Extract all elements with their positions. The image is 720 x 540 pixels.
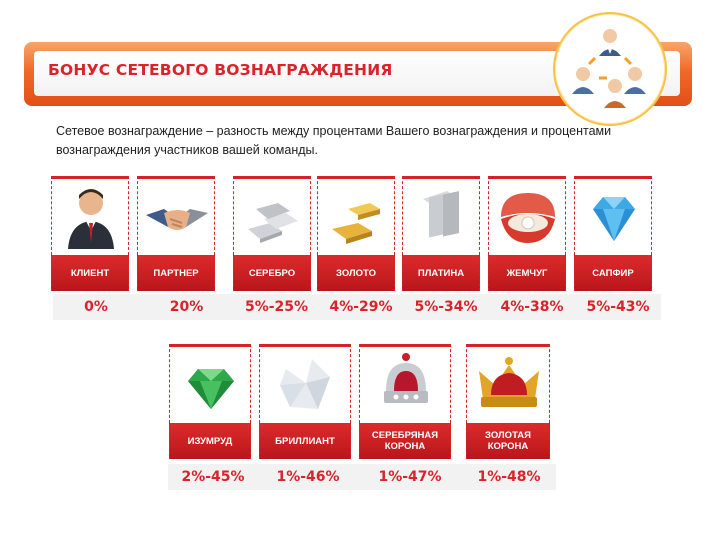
rank-card-sapphire: САПФИР [574,176,652,291]
percent-cell: 5%-43% [575,294,663,320]
page-title: БОНУС СЕТЕВОГО ВОЗНАГРАЖДЕНИЯ [48,61,393,79]
rank-label: ПАРТНЕР [137,255,215,291]
percent-cell: 4%-38% [489,294,577,320]
rank-card-silver-crown: СЕРЕБРЯНАЯ КОРОНА [359,344,451,459]
gold-crown-icon [466,344,550,423]
rank-label: САПФИР [574,255,652,291]
rank-card-client: КЛИЕНТ [51,176,129,291]
handshake-icon [137,176,215,255]
percent-cell: 2%-45% [168,464,260,490]
percent-cell: 1%-48% [462,464,558,490]
rank-card-diamond: БРИЛЛИАНТ [259,344,351,459]
rank-label: ПЛАТИНА [402,255,480,291]
silver-bars-icon [233,176,311,255]
rank-label: ЗОЛОТО [317,255,395,291]
percent-cell: 5%-25% [234,294,321,320]
rank-card-silver: СЕРЕБРО [233,176,311,291]
gold-bars-icon [317,176,395,255]
percent-cell: 20% [139,294,236,320]
pearl-shell-icon [488,176,566,255]
platinum-bars-icon [402,176,480,255]
rank-card-gold-crown: ЗОЛОТАЯ КОРОНА [466,344,550,459]
percent-cell: 0% [53,294,141,320]
rank-label: КЛИЕНТ [51,255,129,291]
rank-label: ЖЕМЧУГ [488,255,566,291]
percent-cell: 4%-29% [319,294,405,320]
rank-label: СЕРЕБРО [233,255,311,291]
percent-cell: 1%-46% [258,464,360,490]
silver-crown-icon [359,344,451,423]
diamond-icon [259,344,351,423]
rank-card-gold: ЗОЛОТО [317,176,395,291]
businessman-icon [51,176,129,255]
emerald-icon [169,344,251,423]
intro-text: Сетевое вознаграждение – разность между … [56,124,612,157]
rank-label: СЕРЕБРЯНАЯ КОРОНА [359,423,451,459]
percent-cell: 1%-47% [358,464,464,490]
rank-label: ИЗУМРУД [169,423,251,459]
rank-label: ЗОЛОТАЯ КОРОНА [466,423,550,459]
percent-cell: 5%-34% [403,294,491,320]
rank-card-emerald: ИЗУМРУД [169,344,251,459]
team-network-icon [553,12,667,126]
rank-card-pearl: ЖЕМЧУГ [488,176,566,291]
rank-label: БРИЛЛИАНТ [259,423,351,459]
rank-card-platinum: ПЛАТИНА [402,176,480,291]
sapphire-icon [574,176,652,255]
rank-card-partner: ПАРТНЕР [137,176,215,291]
